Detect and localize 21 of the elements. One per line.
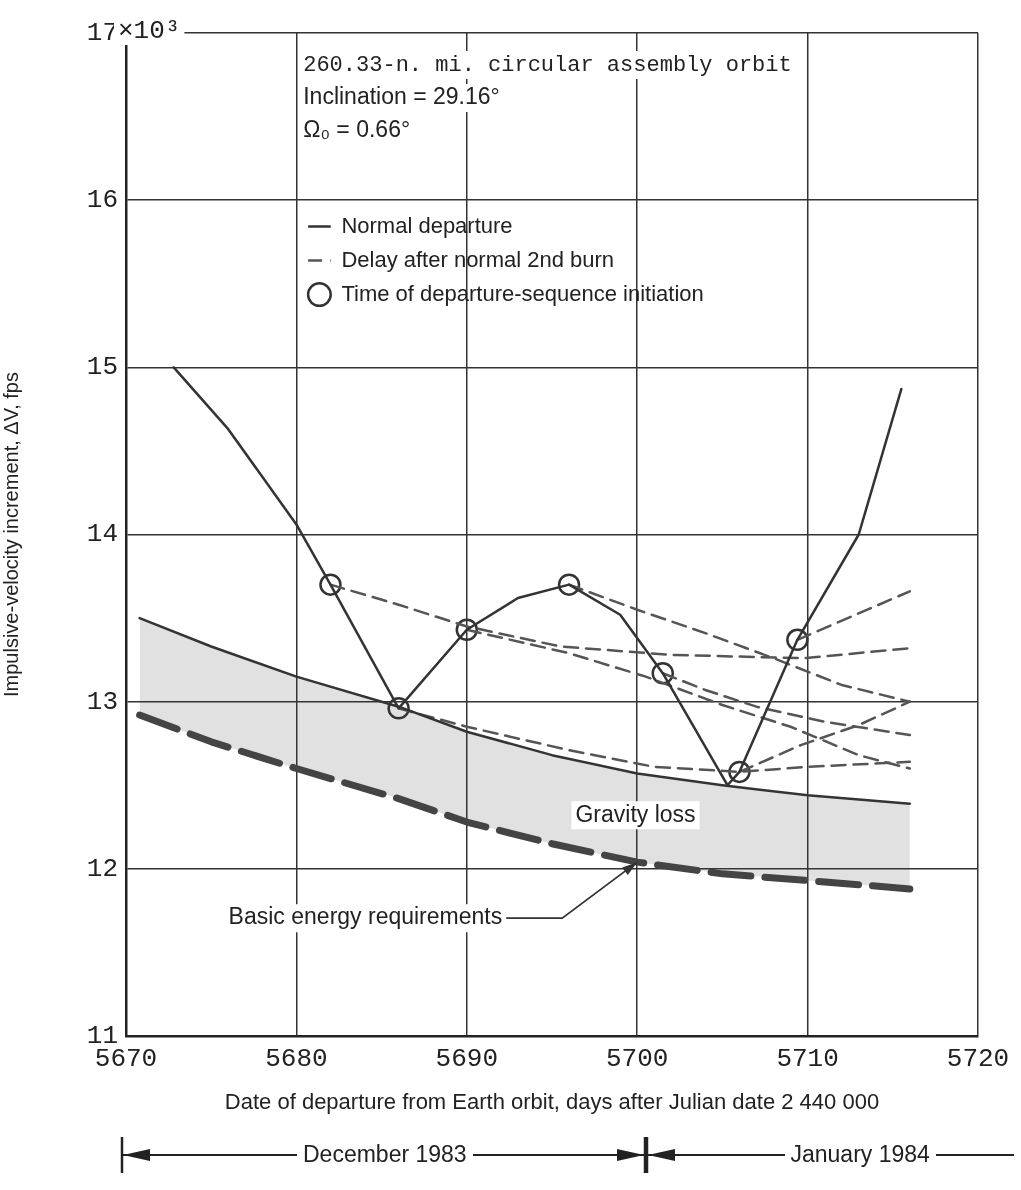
- annotation: ×10³: [118, 15, 181, 46]
- y-tick-label: 15: [86, 352, 118, 383]
- x-axis-title: Date of departure from Earth orbit, days after Julian date 2 440 000: [224, 1088, 880, 1114]
- annotation: Ω₀ = 0.66°: [303, 116, 411, 143]
- x-tick-label: 5680: [265, 1044, 328, 1075]
- annotation: Gravity loss: [575, 800, 696, 827]
- annotation: Inclination = 29.16°: [303, 83, 500, 110]
- annotation: Basic energy requirements: [228, 903, 503, 930]
- y-tick-label: 12: [86, 853, 118, 884]
- text: December 1983: [297, 1141, 473, 1168]
- x-tick-label: 5720: [946, 1044, 1010, 1075]
- y-tick-label: 16: [86, 185, 118, 216]
- y-tick-label: 13: [86, 686, 118, 717]
- x-tick-label: 5710: [776, 1044, 839, 1075]
- x-tick-label: 5690: [435, 1044, 499, 1075]
- y-axis-title: Impulsive-velocity increment, ΔV, fps: [0, 372, 22, 697]
- text: January 1984: [784, 1141, 936, 1168]
- x-tick-label: 5700: [605, 1044, 669, 1075]
- y-tick-label: 14: [86, 519, 118, 550]
- annotation: 260.33-n. mi. circular assembly orbit: [303, 52, 792, 78]
- x-tick-label: 5670: [94, 1044, 158, 1075]
